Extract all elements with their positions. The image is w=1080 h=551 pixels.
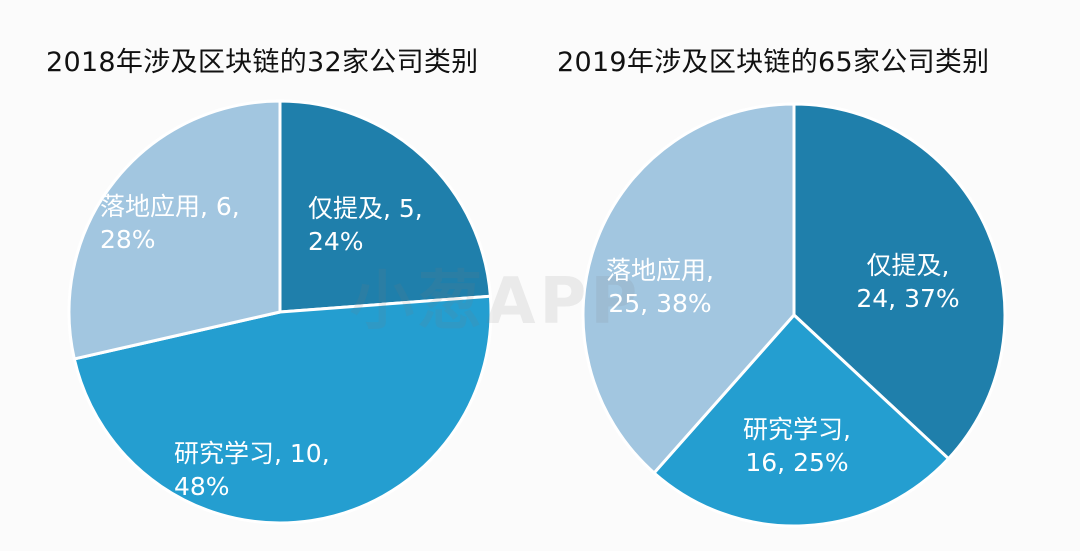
label-line: 研究学习, 10, bbox=[174, 439, 330, 468]
slice-label-2018-research: 研究学习, 10, 48% bbox=[174, 437, 330, 503]
pie-slice bbox=[67, 99, 282, 361]
pie-slice bbox=[278, 99, 492, 314]
label-line: 落地应用, 6, bbox=[100, 192, 240, 221]
slice-label-2019-research: 研究学习, 16, 25% bbox=[722, 413, 872, 479]
label-line: 落地应用, bbox=[606, 256, 714, 285]
label-line: 16, 25% bbox=[745, 448, 849, 477]
pie-slice bbox=[72, 294, 493, 525]
label-line: 48% bbox=[174, 472, 230, 501]
label-line: 25, 38% bbox=[608, 289, 712, 318]
pie-slice bbox=[652, 313, 951, 528]
slice-label-2018-application: 落地应用, 6, 28% bbox=[100, 190, 240, 256]
chart-title-2018: 2018年涉及区块链的32家公司类别 bbox=[46, 47, 479, 78]
label-line: 研究学习, bbox=[743, 415, 851, 444]
label-line: 仅提及, 5, bbox=[308, 194, 423, 223]
slice-label-2019-application: 落地应用, 25, 38% bbox=[590, 254, 730, 320]
slice-label-2019-mention-only: 仅提及, 24, 37% bbox=[838, 249, 978, 315]
chart-title-2019: 2019年涉及区块链的65家公司类别 bbox=[557, 47, 990, 78]
pie-chart-2018 bbox=[67, 99, 493, 525]
pie-slice bbox=[792, 102, 1007, 461]
label-line: 24, 37% bbox=[856, 284, 960, 313]
label-line: 仅提及, bbox=[866, 251, 950, 280]
pie-slice bbox=[581, 102, 796, 475]
label-line: 24% bbox=[308, 227, 364, 256]
label-line: 28% bbox=[100, 225, 156, 254]
pie-chart-2019 bbox=[581, 102, 1007, 528]
slice-label-2018-mention-only: 仅提及, 5, 24% bbox=[308, 192, 423, 258]
